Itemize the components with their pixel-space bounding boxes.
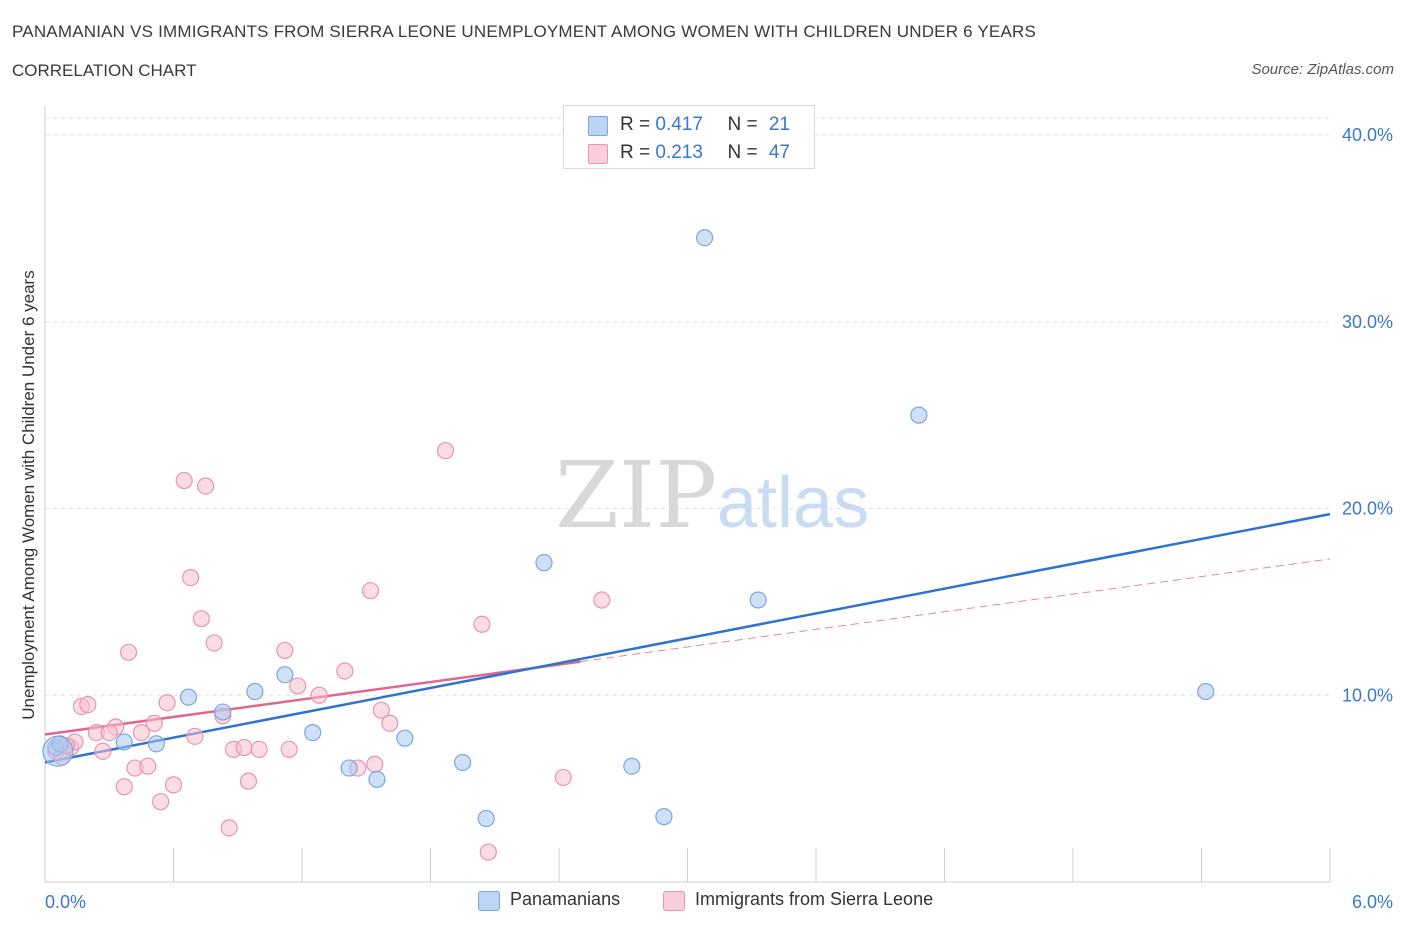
point-panamanians: [749, 591, 767, 609]
point-sierra-leone: [366, 755, 384, 773]
point-sierra-leone: [145, 714, 163, 732]
point-sierra-leone: [239, 772, 258, 790]
legend-swatch-sierra-leone: [663, 891, 685, 911]
point-panamanians: [1197, 682, 1215, 701]
legend-r-label: R =: [620, 114, 656, 135]
point-sierra-leone: [276, 641, 294, 660]
point-panamanians-cluster: [42, 735, 74, 767]
watermark-atlas: atlas: [717, 463, 869, 543]
point-panamanians: [910, 406, 928, 424]
legend-r-value: 0.417: [655, 114, 703, 135]
point-sierra-leone: [336, 662, 354, 680]
point-sierra-leone: [436, 442, 455, 460]
point-sierra-leone: [361, 582, 380, 600]
point-sierra-leone: [479, 843, 497, 861]
data-points: [42, 229, 1215, 861]
point-sierra-leone: [79, 695, 97, 714]
point-panamanians: [477, 809, 495, 828]
point-sierra-leone: [186, 727, 204, 745]
point-sierra-leone: [139, 757, 157, 775]
point-panamanians: [179, 688, 198, 706]
point-sierra-leone: [250, 740, 268, 759]
point-sierra-leone: [280, 740, 298, 759]
point-panamanians: [340, 759, 358, 777]
gridlines: [45, 117, 1330, 696]
point-panamanians: [696, 229, 714, 247]
point-sierra-leone: [554, 768, 572, 787]
point-sierra-leone: [593, 591, 611, 609]
point-sierra-leone: [235, 738, 253, 757]
point-panamanians: [623, 757, 641, 775]
legend-n-value: 47: [768, 142, 790, 163]
y-tick-label: 10.0%: [1342, 685, 1393, 705]
point-panamanians: [454, 753, 472, 772]
legend-n-label: N =: [727, 114, 763, 135]
point-panamanians: [396, 729, 414, 747]
correlation-legend: R = 0.417 N = 21 R = 0.213 N = 47: [563, 105, 815, 169]
point-sierra-leone: [310, 686, 328, 704]
legend-n-value: 21: [768, 114, 790, 135]
legend-swatch-panamanians: [588, 116, 608, 136]
tick-labels: 10.0% 20.0% 30.0% 40.0% 0.0% 6.0%: [45, 125, 1393, 912]
legend-label-panamanians: Panamanians: [510, 889, 621, 909]
point-sierra-leone: [182, 568, 200, 587]
x-tick-label-max: 6.0%: [1352, 892, 1393, 912]
point-sierra-leone: [164, 776, 183, 794]
trend-line-panamanians: [44, 512, 1331, 764]
point-sierra-leone: [115, 778, 133, 796]
point-sierra-leone: [220, 819, 238, 837]
point-sierra-leone: [119, 643, 138, 661]
point-panamanians: [147, 735, 165, 753]
watermark: ZIP atlas: [555, 442, 869, 549]
point-sierra-leone: [158, 694, 176, 712]
point-sierra-leone: [100, 723, 118, 742]
x-tick-label-min: 0.0%: [45, 892, 86, 912]
legend-swatch-sierra-leone: [588, 144, 608, 164]
legend-r-value: 0.213: [655, 142, 703, 163]
point-sierra-leone: [175, 471, 193, 490]
legend-label-sierra-leone: Immigrants from Sierra Leone: [695, 889, 934, 909]
point-panamanians: [368, 770, 386, 788]
point-panamanians: [535, 554, 553, 572]
chart-subtitle: CORRELATION CHART: [12, 61, 197, 80]
y-tick-label: 20.0%: [1342, 499, 1393, 519]
point-panamanians: [276, 666, 294, 684]
point-sierra-leone: [192, 610, 210, 628]
point-panamanians: [655, 808, 673, 826]
point-sierra-leone: [152, 793, 170, 811]
trend-line-sierra-leone-extension: [580, 558, 1331, 663]
y-tick-label: 40.0%: [1342, 125, 1393, 145]
source-label: Source: ZipAtlas.com: [1251, 61, 1394, 78]
chart-title: PANAMANIAN VS IMMIGRANTS FROM SIERRA LEO…: [12, 22, 1037, 41]
point-panamanians: [304, 723, 322, 742]
legend-r-label: R =: [620, 142, 656, 163]
point-sierra-leone: [205, 634, 223, 652]
point-sierra-leone: [289, 677, 307, 695]
legend-n-label: N =: [727, 142, 763, 163]
point-sierra-leone: [372, 701, 390, 719]
y-tick-label: 30.0%: [1342, 312, 1393, 332]
axes: [44, 106, 1331, 883]
watermark-zip: ZIP: [555, 442, 717, 549]
point-panamanians: [115, 733, 133, 751]
trend-lines: [44, 512, 1331, 764]
point-sierra-leone: [132, 723, 150, 742]
point-panamanians: [246, 682, 264, 701]
point-sierra-leone: [381, 714, 399, 732]
point-sierra-leone: [197, 477, 215, 495]
point-panamanians: [214, 703, 232, 721]
point-sierra-leone: [94, 742, 112, 760]
point-sierra-leone: [473, 615, 491, 633]
legend-swatch-panamanians: [478, 891, 500, 911]
